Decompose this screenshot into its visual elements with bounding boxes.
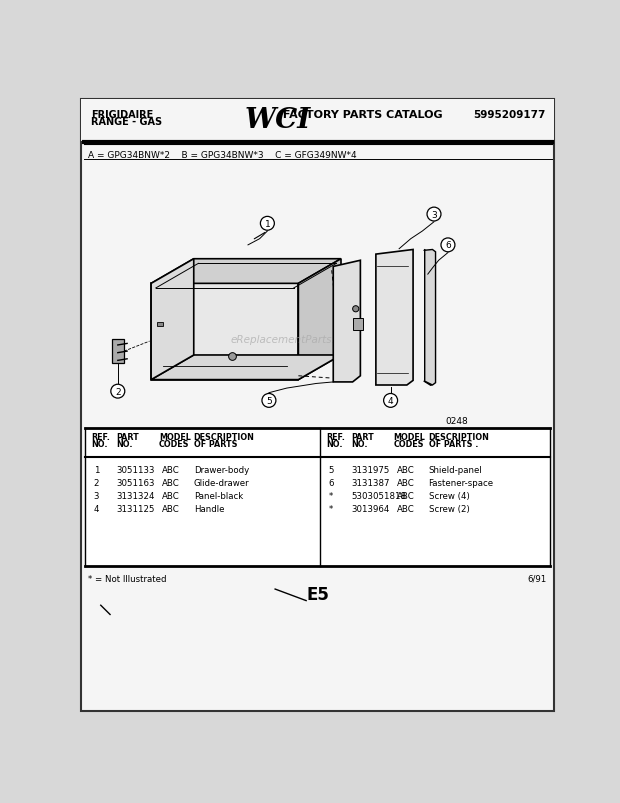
Polygon shape xyxy=(376,251,413,385)
Text: WCI: WCI xyxy=(244,107,311,134)
Polygon shape xyxy=(151,259,341,284)
Text: OF PARTS: OF PARTS xyxy=(193,439,237,448)
Text: NO.: NO. xyxy=(92,439,108,448)
Text: 3131387: 3131387 xyxy=(351,479,389,487)
Text: 1: 1 xyxy=(265,219,270,229)
Text: 3: 3 xyxy=(431,210,437,219)
Text: 5995209177: 5995209177 xyxy=(473,109,546,120)
Circle shape xyxy=(229,353,236,361)
Circle shape xyxy=(260,217,275,231)
Text: CODES: CODES xyxy=(159,439,189,448)
Polygon shape xyxy=(298,259,341,380)
Text: 2: 2 xyxy=(115,387,121,396)
Text: 1: 1 xyxy=(94,466,99,475)
Text: CODES: CODES xyxy=(394,439,424,448)
Text: 2: 2 xyxy=(94,479,99,487)
Text: 3131125: 3131125 xyxy=(117,505,155,514)
Text: Drawer-body: Drawer-body xyxy=(193,466,249,475)
Text: ABC: ABC xyxy=(162,491,180,500)
Text: REF.: REF. xyxy=(326,433,345,442)
Text: MODEL: MODEL xyxy=(394,433,425,442)
Text: ABC: ABC xyxy=(162,505,180,514)
Text: NO.: NO. xyxy=(117,439,133,448)
Text: FRIGIDAIRE: FRIGIDAIRE xyxy=(92,109,154,120)
Text: 3131324: 3131324 xyxy=(117,491,155,500)
Bar xyxy=(86,429,551,566)
Text: NO.: NO. xyxy=(326,439,343,448)
Text: E5: E5 xyxy=(306,585,329,603)
Text: ABC: ABC xyxy=(162,479,180,487)
Text: 6: 6 xyxy=(329,479,334,487)
Circle shape xyxy=(441,238,455,252)
Text: 3: 3 xyxy=(94,491,99,500)
Text: OF PARTS .: OF PARTS . xyxy=(428,439,478,448)
Bar xyxy=(156,323,162,327)
Polygon shape xyxy=(151,356,341,380)
Circle shape xyxy=(384,394,397,408)
Text: MODEL: MODEL xyxy=(159,433,191,442)
Text: 3051133: 3051133 xyxy=(117,466,155,475)
Text: Panel-black: Panel-black xyxy=(193,491,243,500)
Bar xyxy=(353,319,363,331)
Bar xyxy=(81,100,554,142)
Text: 6/91: 6/91 xyxy=(527,574,546,583)
Text: 3131975: 3131975 xyxy=(351,466,389,475)
Text: ABC: ABC xyxy=(162,466,180,475)
Text: Fastener-space: Fastener-space xyxy=(428,479,494,487)
Text: *: * xyxy=(329,491,333,500)
Bar xyxy=(112,340,124,364)
Text: 4: 4 xyxy=(388,397,394,406)
Text: 5: 5 xyxy=(329,466,334,475)
Text: Handle: Handle xyxy=(193,505,224,514)
Polygon shape xyxy=(334,261,360,382)
Text: DESCRIPTION: DESCRIPTION xyxy=(193,433,255,442)
Text: ABC: ABC xyxy=(397,479,415,487)
Text: Screw (2): Screw (2) xyxy=(428,505,469,514)
Text: 6: 6 xyxy=(445,241,451,250)
Circle shape xyxy=(427,208,441,222)
Text: 4: 4 xyxy=(94,505,99,514)
Text: * = Not Illustrated: * = Not Illustrated xyxy=(88,574,167,583)
Text: NO.: NO. xyxy=(351,439,368,448)
Text: PART: PART xyxy=(117,433,139,442)
Text: Shield-panel: Shield-panel xyxy=(428,466,482,475)
Text: eReplacementParts.com: eReplacementParts.com xyxy=(231,334,358,344)
Text: FACTORY PARTS CATALOG: FACTORY PARTS CATALOG xyxy=(279,109,443,120)
Text: 3013964: 3013964 xyxy=(351,505,389,514)
Circle shape xyxy=(111,385,125,398)
Text: 5: 5 xyxy=(266,397,272,406)
Circle shape xyxy=(353,306,359,312)
Polygon shape xyxy=(151,259,193,380)
Text: ABC: ABC xyxy=(397,505,415,514)
Circle shape xyxy=(262,394,276,408)
Text: 0248: 0248 xyxy=(446,416,469,426)
Text: DESCRIPTION: DESCRIPTION xyxy=(428,433,489,442)
Text: 3051163: 3051163 xyxy=(117,479,155,487)
Text: Screw (4): Screw (4) xyxy=(428,491,469,500)
Polygon shape xyxy=(151,284,298,380)
Text: ABC: ABC xyxy=(397,491,415,500)
Text: *: * xyxy=(329,505,333,514)
Text: A = GPG34BNW*2    B = GPG34BNW*3    C = GFG349NW*4: A = GPG34BNW*2 B = GPG34BNW*3 C = GFG349… xyxy=(88,151,357,160)
Polygon shape xyxy=(425,251,435,385)
Text: PART: PART xyxy=(351,433,374,442)
Text: RANGE - GAS: RANGE - GAS xyxy=(92,117,162,127)
Text: REF.: REF. xyxy=(92,433,110,442)
Text: Glide-drawer: Glide-drawer xyxy=(193,479,249,487)
Text: 5303051818: 5303051818 xyxy=(351,491,406,500)
Text: ABC: ABC xyxy=(397,466,415,475)
